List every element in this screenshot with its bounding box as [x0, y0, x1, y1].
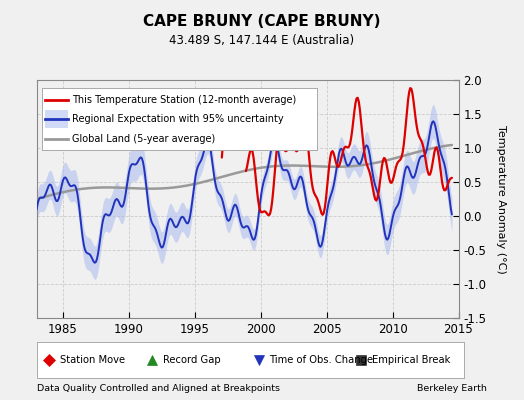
Text: Regional Expectation with 95% uncertainty: Regional Expectation with 95% uncertaint…	[72, 114, 284, 124]
Text: Station Move: Station Move	[60, 355, 125, 365]
Text: Global Land (5-year average): Global Land (5-year average)	[72, 134, 215, 144]
Text: Empirical Break: Empirical Break	[372, 355, 450, 365]
Text: Data Quality Controlled and Aligned at Breakpoints: Data Quality Controlled and Aligned at B…	[37, 384, 280, 393]
Text: Berkeley Earth: Berkeley Earth	[418, 384, 487, 393]
Text: Record Gap: Record Gap	[162, 355, 220, 365]
Y-axis label: Temperature Anomaly (°C): Temperature Anomaly (°C)	[496, 125, 506, 273]
Text: Time of Obs. Change: Time of Obs. Change	[269, 355, 374, 365]
Text: This Temperature Station (12-month average): This Temperature Station (12-month avera…	[72, 95, 297, 105]
Text: 43.489 S, 147.144 E (Australia): 43.489 S, 147.144 E (Australia)	[169, 34, 355, 47]
Text: CAPE BRUNY (CAPE BRUNY): CAPE BRUNY (CAPE BRUNY)	[143, 14, 381, 29]
